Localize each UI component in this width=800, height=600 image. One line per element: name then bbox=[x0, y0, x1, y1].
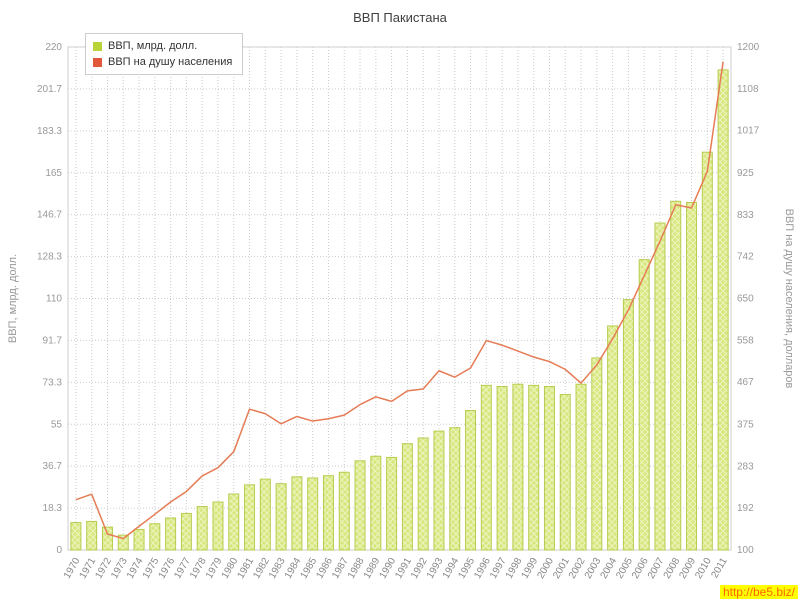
right-axis-tick-label: 558 bbox=[737, 336, 754, 347]
left-axis-tick-label: 73.3 bbox=[43, 377, 63, 388]
gdp-bar-1972 bbox=[101, 526, 113, 551]
right-axis-tick-label: 833 bbox=[737, 210, 754, 221]
chart-title: ВВП Пакистана bbox=[353, 10, 447, 25]
gdp-bar-2010 bbox=[701, 151, 713, 551]
gdp-bar-2003 bbox=[591, 357, 603, 551]
right-axis-tick-label: 467 bbox=[737, 377, 754, 388]
gdp-bar-1992 bbox=[417, 437, 429, 551]
gdp-bar-2009 bbox=[686, 201, 698, 551]
gdp-bar-1997 bbox=[496, 386, 508, 551]
gdp-bar-2007 bbox=[654, 222, 666, 551]
gdp-bar-2011 bbox=[717, 69, 729, 551]
left-axis-tick-label: 146.7 bbox=[37, 210, 62, 221]
right-axis-tick-label: 375 bbox=[737, 419, 754, 430]
right-axis-tick-label: 100 bbox=[737, 545, 754, 556]
gdp-per-capita-series-swatch bbox=[93, 57, 102, 67]
gdp-bar-1990 bbox=[386, 456, 398, 551]
left-axis-title: ВВП, млрд. долл. bbox=[7, 254, 19, 343]
left-axis-tick-label: 220 bbox=[45, 42, 62, 53]
gdp-bar-2000 bbox=[543, 386, 555, 551]
gdp-bar-1982 bbox=[259, 478, 271, 551]
gdp-bar-1995 bbox=[465, 410, 477, 551]
gdp-bar-1975 bbox=[149, 523, 161, 551]
right-axis-tick-label: 1017 bbox=[737, 126, 760, 137]
gdp-series-label: ВВП, млрд. долл. bbox=[108, 40, 198, 52]
gdp-bar-1999 bbox=[528, 384, 540, 551]
left-axis-tick-label: 201.7 bbox=[37, 84, 62, 95]
legend-item-gdp-per-capita: ВВП на душу населения bbox=[93, 54, 232, 70]
left-axis-tick-label: 36.7 bbox=[43, 461, 63, 472]
gdp-bar-1978 bbox=[196, 506, 208, 551]
left-axis-tick-label: 183.3 bbox=[37, 126, 62, 137]
legend-item-gdp: ВВП, млрд. долл. bbox=[93, 38, 232, 54]
gdp-bar-1993 bbox=[433, 430, 445, 551]
right-axis-tick-label: 192 bbox=[737, 503, 754, 514]
gdp-series-swatch bbox=[93, 41, 102, 51]
gdp-bar-1973 bbox=[117, 534, 129, 551]
right-axis-title: ВВП на душу населения, долларов bbox=[783, 209, 795, 389]
gdp-bar-2008 bbox=[670, 200, 682, 551]
gdp-bar-1970 bbox=[70, 522, 82, 551]
gdp-bar-1985 bbox=[307, 477, 319, 551]
right-axis-tick-label: 650 bbox=[737, 294, 754, 305]
gdp-bar-1980 bbox=[228, 493, 240, 551]
gdp-bar-1983 bbox=[275, 483, 287, 551]
gdp-bar-1991 bbox=[401, 443, 413, 551]
gdp-bar-1977 bbox=[180, 512, 192, 551]
x-axis-year-label: 2010 bbox=[693, 556, 714, 581]
gdp-bar-1984 bbox=[291, 476, 303, 551]
x-axis-year-label: 2011 bbox=[709, 556, 729, 581]
gdp-bar-1986 bbox=[322, 475, 334, 551]
gdp-per-capita-line bbox=[75, 61, 724, 540]
gdp-per-capita-series-label: ВВП на душу населения bbox=[108, 56, 233, 68]
gdp-bar-1994 bbox=[449, 427, 461, 551]
watermark-link[interactable]: http://be5.biz/ bbox=[719, 585, 798, 599]
gdp-bar-1971 bbox=[86, 520, 98, 551]
gdp-bar-2006 bbox=[638, 259, 650, 551]
left-axis-tick-label: 0 bbox=[56, 545, 62, 556]
gdp-bar-1981 bbox=[244, 484, 256, 551]
left-axis-tick-label: 18.3 bbox=[43, 503, 63, 514]
right-axis-tick-label: 1200 bbox=[737, 42, 760, 53]
left-axis-tick-label: 165 bbox=[45, 168, 62, 179]
gdp-bar-1998 bbox=[512, 383, 524, 551]
gdp-bar-1976 bbox=[165, 517, 177, 551]
gdp-bar-1974 bbox=[133, 528, 145, 551]
gdp-bar-1989 bbox=[370, 455, 382, 551]
left-axis-tick-label: 91.7 bbox=[43, 335, 63, 346]
plot-border bbox=[67, 46, 732, 551]
gdp-bar-2004 bbox=[607, 325, 619, 551]
gdp-bar-2005 bbox=[622, 299, 634, 551]
right-axis-tick-label: 925 bbox=[737, 168, 754, 179]
left-axis-tick-label: 55 bbox=[51, 419, 63, 430]
gdp-bar-1988 bbox=[354, 460, 366, 551]
gdp-bar-2001 bbox=[559, 394, 571, 551]
gdp-bar-2002 bbox=[575, 383, 587, 551]
gdp-bar-1979 bbox=[212, 501, 224, 551]
legend: ВВП, млрд. долл. ВВП на душу населения bbox=[85, 33, 244, 75]
right-axis-tick-label: 283 bbox=[737, 461, 754, 472]
right-axis-tick-label: 742 bbox=[737, 251, 754, 262]
right-axis-tick-label: 1108 bbox=[737, 84, 759, 95]
gdp-bar-1987 bbox=[338, 471, 350, 551]
left-axis-tick-label: 110 bbox=[46, 294, 62, 305]
gdp-bar-1996 bbox=[480, 384, 492, 551]
left-axis-tick-label: 128.3 bbox=[37, 252, 62, 263]
